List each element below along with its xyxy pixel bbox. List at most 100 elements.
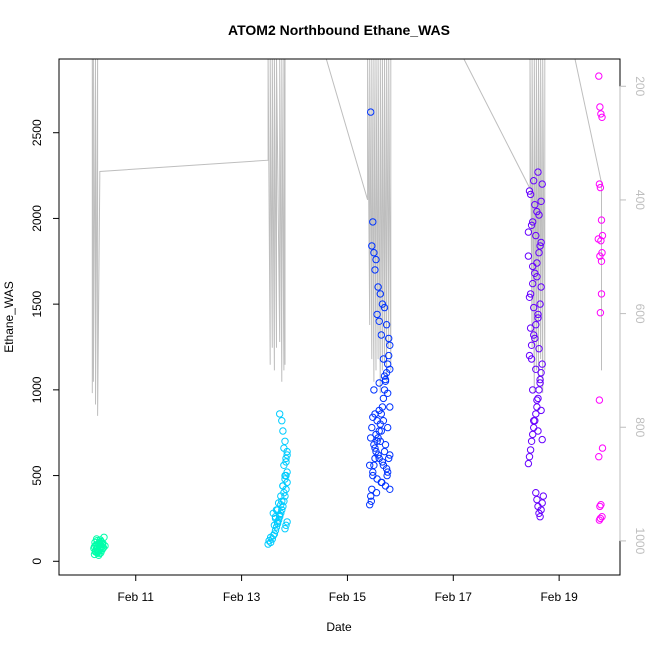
data-point bbox=[368, 423, 376, 432]
data-point bbox=[526, 290, 535, 298]
data-point bbox=[379, 394, 388, 403]
y-tick-label: 1000 bbox=[30, 376, 44, 403]
data-point bbox=[597, 237, 605, 245]
data-point bbox=[525, 187, 534, 195]
data-point bbox=[383, 471, 391, 480]
data-point bbox=[274, 499, 283, 507]
data-point bbox=[529, 262, 537, 271]
data-point bbox=[370, 386, 378, 394]
chart-title: ATOM2 Northbound Ethane_WAS bbox=[228, 22, 450, 38]
data-point bbox=[283, 518, 291, 526]
data-point bbox=[380, 372, 389, 380]
data-point bbox=[370, 461, 378, 469]
y-tick-label: 500 bbox=[30, 465, 44, 485]
y-tick-label: 1500 bbox=[30, 290, 44, 317]
data-point bbox=[596, 183, 605, 192]
data-point bbox=[530, 303, 538, 312]
data-point bbox=[95, 547, 103, 555]
data-point bbox=[536, 375, 544, 384]
data-point bbox=[537, 283, 545, 291]
data-point bbox=[525, 453, 534, 461]
data-point bbox=[279, 427, 287, 435]
data-point bbox=[595, 72, 603, 80]
data-point bbox=[534, 427, 542, 435]
data-point bbox=[377, 427, 385, 435]
data-point bbox=[367, 108, 375, 116]
data-point bbox=[366, 501, 374, 509]
data-point bbox=[378, 478, 386, 487]
x-tick-label: Feb 19 bbox=[540, 590, 578, 604]
data-point bbox=[597, 290, 606, 298]
data-point bbox=[382, 321, 391, 329]
data-point bbox=[279, 482, 287, 490]
data-point bbox=[531, 334, 539, 343]
data-point bbox=[368, 242, 376, 250]
data-point bbox=[281, 492, 289, 500]
data-point bbox=[535, 211, 543, 219]
y2-tick-label: 1000 bbox=[633, 528, 647, 555]
data-point bbox=[386, 403, 394, 411]
x-tick-label: Feb 17 bbox=[435, 590, 473, 604]
data-point bbox=[527, 437, 536, 445]
data-point bbox=[267, 538, 275, 547]
data-point bbox=[596, 103, 604, 111]
data-point bbox=[90, 543, 99, 551]
data-point bbox=[369, 468, 377, 476]
data-point bbox=[375, 379, 383, 387]
data-point bbox=[533, 495, 541, 504]
data-point bbox=[385, 351, 393, 360]
data-point bbox=[372, 489, 381, 497]
data-point bbox=[375, 317, 383, 325]
data-point bbox=[529, 430, 537, 439]
secondary-y-axis: 200 400 600 800 1000 bbox=[619, 76, 647, 555]
data-point bbox=[531, 201, 539, 209]
data-point bbox=[370, 441, 378, 449]
data-point bbox=[366, 461, 374, 469]
data-point bbox=[532, 321, 540, 329]
data-point bbox=[524, 252, 533, 260]
data-point bbox=[597, 501, 605, 509]
y-tick-label: 2000 bbox=[30, 205, 44, 232]
y2-tick-label: 800 bbox=[633, 417, 647, 437]
data-point bbox=[596, 514, 605, 523]
data-point bbox=[374, 283, 382, 291]
data-point bbox=[596, 502, 604, 511]
data-point bbox=[537, 369, 545, 377]
data-point bbox=[386, 341, 394, 349]
data-point bbox=[93, 549, 101, 557]
data-point bbox=[537, 406, 545, 415]
data-point bbox=[538, 435, 546, 444]
data-point bbox=[379, 461, 388, 469]
data-point bbox=[534, 314, 542, 322]
data-point bbox=[535, 345, 543, 353]
data-point bbox=[270, 521, 279, 529]
data-point bbox=[381, 375, 390, 384]
data-point bbox=[533, 396, 541, 404]
data-point bbox=[386, 365, 394, 373]
data-point bbox=[524, 228, 533, 236]
data-point bbox=[537, 197, 545, 206]
data-point bbox=[367, 434, 375, 442]
data-point bbox=[385, 334, 393, 343]
data-point bbox=[368, 485, 376, 493]
data-point bbox=[597, 257, 606, 265]
data-point bbox=[527, 355, 536, 363]
data-point bbox=[536, 513, 544, 521]
data-point bbox=[527, 221, 536, 230]
data-point bbox=[372, 255, 380, 264]
data-point bbox=[375, 454, 383, 463]
data-point bbox=[277, 492, 285, 500]
data-point bbox=[376, 290, 384, 298]
data-point bbox=[530, 331, 538, 339]
data-point bbox=[374, 451, 382, 459]
data-point bbox=[597, 216, 606, 224]
data-point bbox=[386, 451, 394, 459]
data-point bbox=[283, 451, 291, 459]
data-point bbox=[386, 485, 394, 493]
data-point bbox=[278, 506, 286, 514]
data-point bbox=[595, 180, 604, 188]
data-point bbox=[271, 513, 280, 521]
data-point bbox=[534, 394, 542, 403]
data-point bbox=[532, 489, 540, 497]
